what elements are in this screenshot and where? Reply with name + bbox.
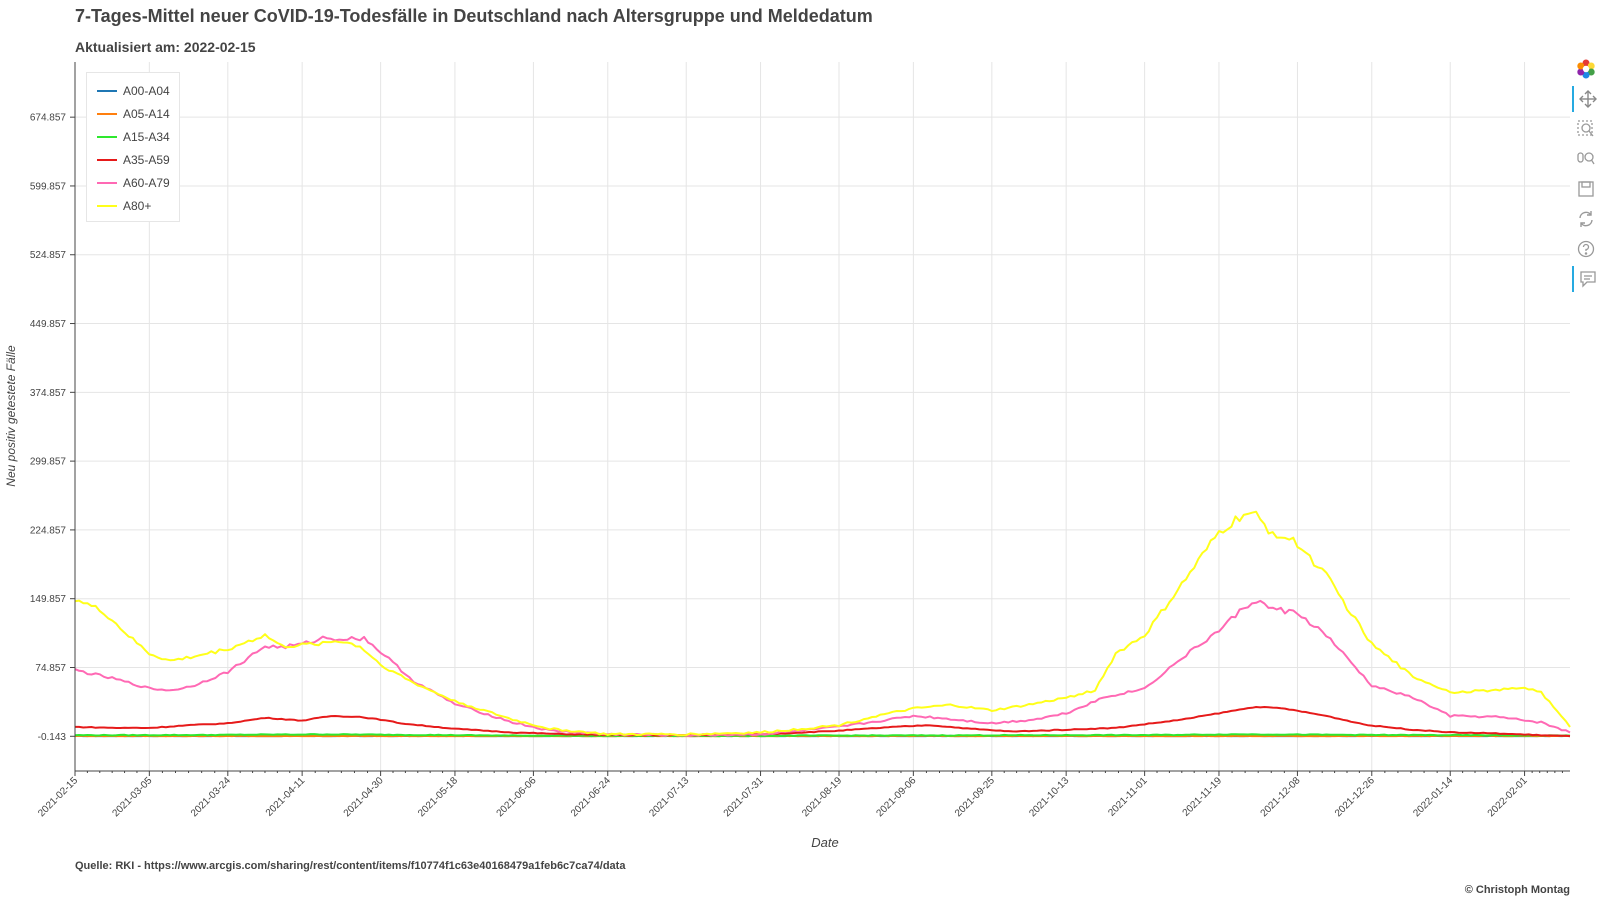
series-line-a60-a79 <box>74 599 1571 737</box>
x-tick-label: 2021-11-01 <box>1106 775 1150 819</box>
x-tick-label: 2021-07-31 <box>722 775 766 819</box>
x-tick-label: 2022-02-01 <box>1486 775 1530 819</box>
help-icon[interactable] <box>1572 236 1600 262</box>
grid <box>74 62 1570 771</box>
data-source-note: Quelle: RKI - https://www.arcgis.com/sha… <box>75 860 626 872</box>
legend-swatch <box>97 89 117 92</box>
legend-item[interactable]: A60-A79 <box>97 171 171 194</box>
legend-item[interactable]: A00-A04 <box>97 79 171 102</box>
y-tick-label: -0.143 <box>38 732 67 743</box>
save-icon[interactable] <box>1572 176 1600 202</box>
axes <box>70 62 1570 776</box>
legend-label: A35-A59 <box>123 152 170 167</box>
x-tick-label: 2021-05-18 <box>416 775 460 819</box>
chart-toolbar <box>1572 56 1600 306</box>
hover-icon[interactable] <box>1572 266 1600 292</box>
legend-label: A15-A34 <box>123 129 170 144</box>
y-axis-label: Neu positiv getestete Fälle <box>4 345 18 487</box>
y-tick-label: 449.857 <box>30 319 67 330</box>
x-tick-label: 2021-08-19 <box>800 775 844 819</box>
legend-swatch <box>97 112 117 115</box>
x-tick-label: 2022-01-14 <box>1411 775 1455 819</box>
wheel-zoom-icon[interactable] <box>1572 146 1600 172</box>
x-tick-label: 2021-12-26 <box>1333 775 1377 819</box>
legend-swatch <box>97 181 117 184</box>
x-tick-label: 2021-12-08 <box>1259 775 1303 819</box>
legend-item[interactable]: A80+ <box>97 194 171 217</box>
legend-label: A60-A79 <box>123 175 170 190</box>
chart-title: 7-Tages-Mittel neuer CoVID-19-Todesfälle… <box>75 6 873 26</box>
y-tick-label: 149.857 <box>30 594 67 605</box>
y-tick-label: 599.857 <box>30 181 67 192</box>
chart-subtitle: Aktualisiert am: 2022-02-15 <box>75 39 256 55</box>
series-line-a15-a34 <box>74 733 1571 738</box>
legend-item[interactable]: A15-A34 <box>97 125 171 148</box>
y-tick-label: 374.857 <box>30 388 67 399</box>
legend-swatch <box>97 158 117 161</box>
x-tick-label: 2021-04-30 <box>342 775 386 819</box>
x-tick-label: 2021-06-24 <box>569 775 613 819</box>
y-tick-label: 674.857 <box>30 113 67 124</box>
legend-label: A05-A14 <box>123 106 170 121</box>
copyright-note: © Christoph Montag <box>1464 884 1570 896</box>
x-tick-label: 2021-09-06 <box>875 775 919 819</box>
y-tick-label: 74.857 <box>35 663 66 674</box>
legend-item[interactable]: A35-A59 <box>97 148 171 171</box>
y-tick-label: 524.857 <box>30 250 67 261</box>
legend-swatch <box>97 204 117 207</box>
x-tick-label: 2021-03-05 <box>111 775 155 819</box>
legend-label: A80+ <box>123 198 152 213</box>
x-axis-label: Date <box>811 835 838 850</box>
x-tick-label: 2021-02-15 <box>36 775 80 819</box>
box-zoom-icon[interactable] <box>1572 116 1600 142</box>
pan-icon[interactable] <box>1572 86 1600 112</box>
bokeh-logo-icon[interactable] <box>1572 56 1600 82</box>
x-tick-label: 2021-10-13 <box>1027 775 1071 819</box>
tick-labels: -0.143 74.857 149.857 224.857 299.857 374.857… <box>30 113 1530 820</box>
y-tick-label: 299.857 <box>30 457 67 468</box>
legend-label: A00-A04 <box>123 83 170 98</box>
legend-item[interactable]: A05-A14 <box>97 102 171 125</box>
x-tick-label: 2021-11-19 <box>1181 775 1225 819</box>
reset-icon[interactable] <box>1572 206 1600 232</box>
series-lines <box>74 510 1571 738</box>
x-tick-label: 2021-04-11 <box>264 775 308 819</box>
x-tick-label: 2021-07-13 <box>647 775 691 819</box>
legend-swatch <box>97 135 117 138</box>
chart-legend[interactable]: A00-A04 A05-A14 A15-A34 A35-A59 A60-A79 A80+ <box>86 72 180 222</box>
series-line-a80+ <box>74 510 1571 737</box>
x-tick-label: 2021-09-25 <box>953 775 997 819</box>
x-tick-label: 2021-06-06 <box>495 775 539 819</box>
x-tick-label: 2021-03-24 <box>189 775 233 819</box>
y-tick-label: 224.857 <box>30 525 67 536</box>
series-line-a35-a59 <box>75 706 1571 738</box>
